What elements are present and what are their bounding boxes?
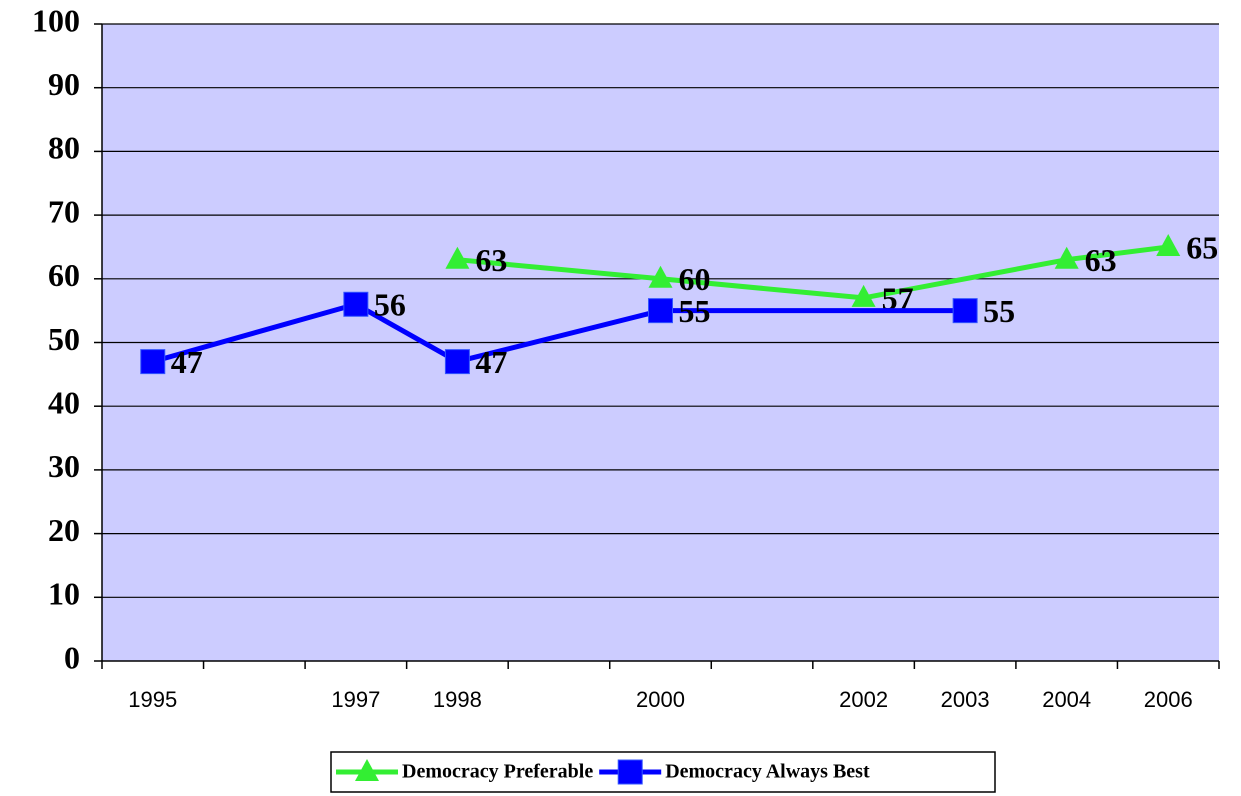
marker: [355, 759, 379, 781]
y-tick-label: 90: [48, 66, 80, 102]
legend: [330, 751, 996, 793]
x-tick-label: 2002: [839, 687, 888, 712]
legend-label: Democracy Always Best: [665, 761, 870, 783]
y-tick-label: 80: [48, 130, 80, 166]
x-tick-label: 1998: [433, 687, 482, 712]
x-tick-label: 2004: [1042, 687, 1091, 712]
y-tick-label: 70: [48, 193, 80, 229]
marker: [648, 265, 673, 288]
y-tick-label: 10: [48, 576, 80, 612]
marker: [445, 246, 470, 269]
y-tick-label: 100: [32, 2, 80, 38]
x-tick-label: 1995: [128, 687, 177, 712]
marker: [343, 291, 369, 317]
y-tick-label: 50: [48, 321, 80, 357]
x-tick-label: 2003: [941, 687, 990, 712]
data-label: 47: [475, 344, 507, 380]
y-tick-label: 0: [64, 639, 80, 675]
data-label: 63: [1085, 242, 1117, 278]
marker: [140, 349, 166, 375]
x-tick-label: 2000: [636, 687, 685, 712]
data-label: 56: [374, 287, 406, 323]
data-label: 55: [679, 293, 711, 329]
y-tick-label: 30: [48, 448, 80, 484]
x-tick-label: 1997: [331, 687, 380, 712]
legend-label: Democracy Preferable: [402, 761, 593, 783]
marker: [1156, 233, 1181, 256]
y-tick-label: 60: [48, 257, 80, 293]
data-label: 65: [1186, 229, 1218, 265]
marker: [648, 298, 673, 324]
marker: [1054, 246, 1079, 269]
y-tick-label: 40: [48, 385, 80, 421]
marker: [851, 284, 876, 307]
marker: [952, 298, 978, 324]
marker: [444, 349, 470, 375]
x-tick-label: 2006: [1144, 687, 1193, 712]
y-tick-label: 20: [48, 512, 80, 548]
data-label: 60: [679, 261, 711, 297]
marker: [617, 759, 643, 785]
data-label: 47: [171, 344, 203, 380]
data-label: 63: [475, 242, 507, 278]
data-label: 55: [983, 293, 1015, 329]
